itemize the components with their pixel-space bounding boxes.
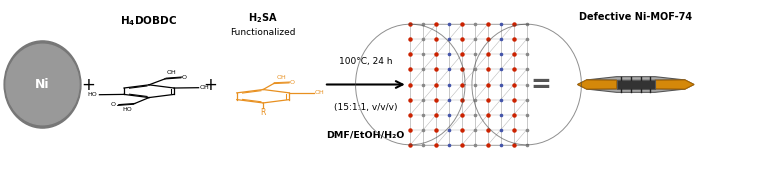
Text: Functionalized: Functionalized bbox=[230, 28, 296, 37]
Text: $\mathbf{H_4DOBDC}$: $\mathbf{H_4DOBDC}$ bbox=[120, 14, 178, 28]
Ellipse shape bbox=[6, 44, 79, 125]
Text: O: O bbox=[111, 102, 116, 107]
Polygon shape bbox=[655, 80, 694, 89]
Ellipse shape bbox=[4, 41, 81, 128]
Text: +: + bbox=[203, 76, 217, 93]
Text: Ni: Ni bbox=[35, 78, 50, 91]
Text: O: O bbox=[290, 80, 295, 85]
Text: +: + bbox=[82, 76, 95, 93]
Polygon shape bbox=[587, 89, 685, 92]
Polygon shape bbox=[655, 80, 694, 89]
Text: OH: OH bbox=[276, 75, 286, 80]
Text: R: R bbox=[261, 108, 266, 117]
Text: OH: OH bbox=[315, 90, 324, 95]
Text: DMF/EtOH/H₂O: DMF/EtOH/H₂O bbox=[327, 130, 405, 139]
Text: (15:1:1, v/v/v): (15:1:1, v/v/v) bbox=[334, 103, 398, 112]
Polygon shape bbox=[587, 77, 685, 80]
Polygon shape bbox=[578, 80, 616, 89]
Text: Defective Ni-MOF-74: Defective Ni-MOF-74 bbox=[579, 13, 693, 22]
Text: O: O bbox=[181, 75, 187, 80]
Text: HO: HO bbox=[88, 92, 98, 97]
Text: $\mathbf{H_2SA}$: $\mathbf{H_2SA}$ bbox=[248, 11, 278, 25]
Polygon shape bbox=[578, 80, 616, 89]
Text: HO: HO bbox=[122, 107, 132, 112]
Text: OH: OH bbox=[200, 85, 210, 90]
Text: =: = bbox=[530, 73, 551, 96]
Text: 100°C, 24 h: 100°C, 24 h bbox=[339, 57, 392, 66]
Text: OH: OH bbox=[166, 70, 176, 75]
Polygon shape bbox=[616, 80, 655, 89]
